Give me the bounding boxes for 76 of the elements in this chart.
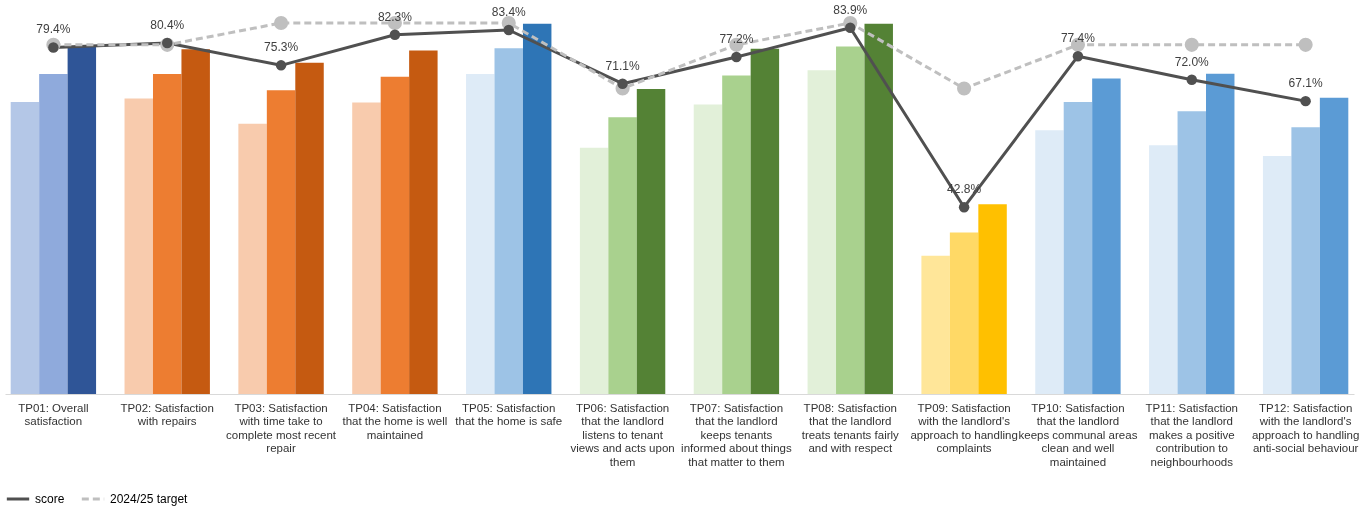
bar [1149, 145, 1178, 394]
data-label: 83.4% [491, 4, 527, 19]
point [1072, 50, 1084, 62]
x-tick-label: TP01: Overall satisfaction [18, 401, 89, 427]
point [1300, 95, 1311, 107]
point [48, 42, 59, 53]
data-label: 75.3% [264, 40, 299, 55]
bar [181, 49, 210, 394]
bar [864, 23, 893, 394]
point [731, 51, 742, 63]
bar [608, 117, 637, 394]
bar [807, 70, 837, 394]
data-label: 71.1% [605, 58, 640, 73]
data-label: 82.3% [377, 9, 413, 24]
x-tick-label: TP11: Satisfaction that the landlord makes a positive contribution to neighbourhoods [1145, 401, 1239, 468]
bar [722, 75, 751, 394]
bar [579, 147, 609, 394]
data-label: 80.4% [150, 18, 185, 33]
legend-label: score [35, 492, 65, 506]
x-tick-label: TP12: Satisfaction with the landlord's approach to handling anti-social behaviour [1251, 401, 1360, 454]
x-tick-label: TP04: Satisfaction that the home is well maintained [342, 401, 448, 441]
point [389, 29, 401, 41]
bar [295, 62, 324, 394]
bar [466, 74, 495, 394]
bar [409, 50, 438, 394]
bar [1092, 78, 1121, 394]
bar [67, 47, 97, 394]
x-tick-label: TP02: Satisfaction with repairs [120, 401, 214, 427]
bar [152, 74, 182, 394]
bar [1291, 127, 1320, 394]
bar [949, 232, 979, 394]
point [1184, 37, 1199, 52]
point [957, 81, 972, 96]
bar [750, 48, 780, 394]
bar [1035, 130, 1064, 394]
data-label: 67.1% [1288, 76, 1323, 91]
bar [978, 204, 1007, 394]
bar [238, 123, 267, 394]
bar [352, 102, 381, 394]
bar [1262, 156, 1292, 394]
legend-label: 2024/25 target [110, 492, 189, 506]
bar [494, 48, 523, 394]
data-label: 79.4% [36, 22, 71, 37]
bar [836, 46, 865, 394]
point [1186, 74, 1198, 85]
point [617, 78, 628, 89]
bar [636, 88, 666, 394]
point [275, 60, 287, 71]
bar [1177, 111, 1207, 394]
bar [266, 90, 296, 394]
point [845, 22, 856, 34]
point [958, 201, 970, 213]
data-label: 72.0% [1174, 54, 1210, 69]
x-tick-label: TP08: Satisfaction that the landlord treats tenants fairly and with respect [801, 401, 900, 454]
data-label: 77.2% [719, 32, 754, 47]
x-tick-label: TP06: Satisfaction that the landlord listens to tenant views and acts upon them [570, 401, 675, 468]
bar [921, 255, 950, 394]
point [273, 15, 289, 31]
x-tick-label: TP10: Satisfaction that the landlord keeps communal areas clean and well maintained [1018, 401, 1138, 468]
bar [1319, 97, 1349, 394]
point [1298, 37, 1313, 52]
x-tick-label: TP09: Satisfaction with the landlord's approach to handling complaints [910, 401, 1018, 454]
point [503, 24, 514, 36]
bar [124, 98, 153, 394]
data-label: 77.4% [1060, 31, 1096, 46]
bar [1063, 102, 1093, 394]
bar [693, 104, 723, 394]
x-tick-label: TP05: Satisfaction that the home is safe [455, 401, 563, 427]
x-tick-label: TP07: Satisfaction that the landlord keeps tenants informed about things that matter to them [681, 401, 792, 468]
bar [39, 74, 68, 394]
bar [380, 76, 410, 394]
x-tick-label: TP03: Satisfaction with time take to complete most recent repair [226, 401, 337, 454]
bar [10, 102, 40, 394]
bar [522, 23, 552, 394]
bar [1206, 73, 1235, 394]
data-label: 83.9% [833, 2, 868, 17]
